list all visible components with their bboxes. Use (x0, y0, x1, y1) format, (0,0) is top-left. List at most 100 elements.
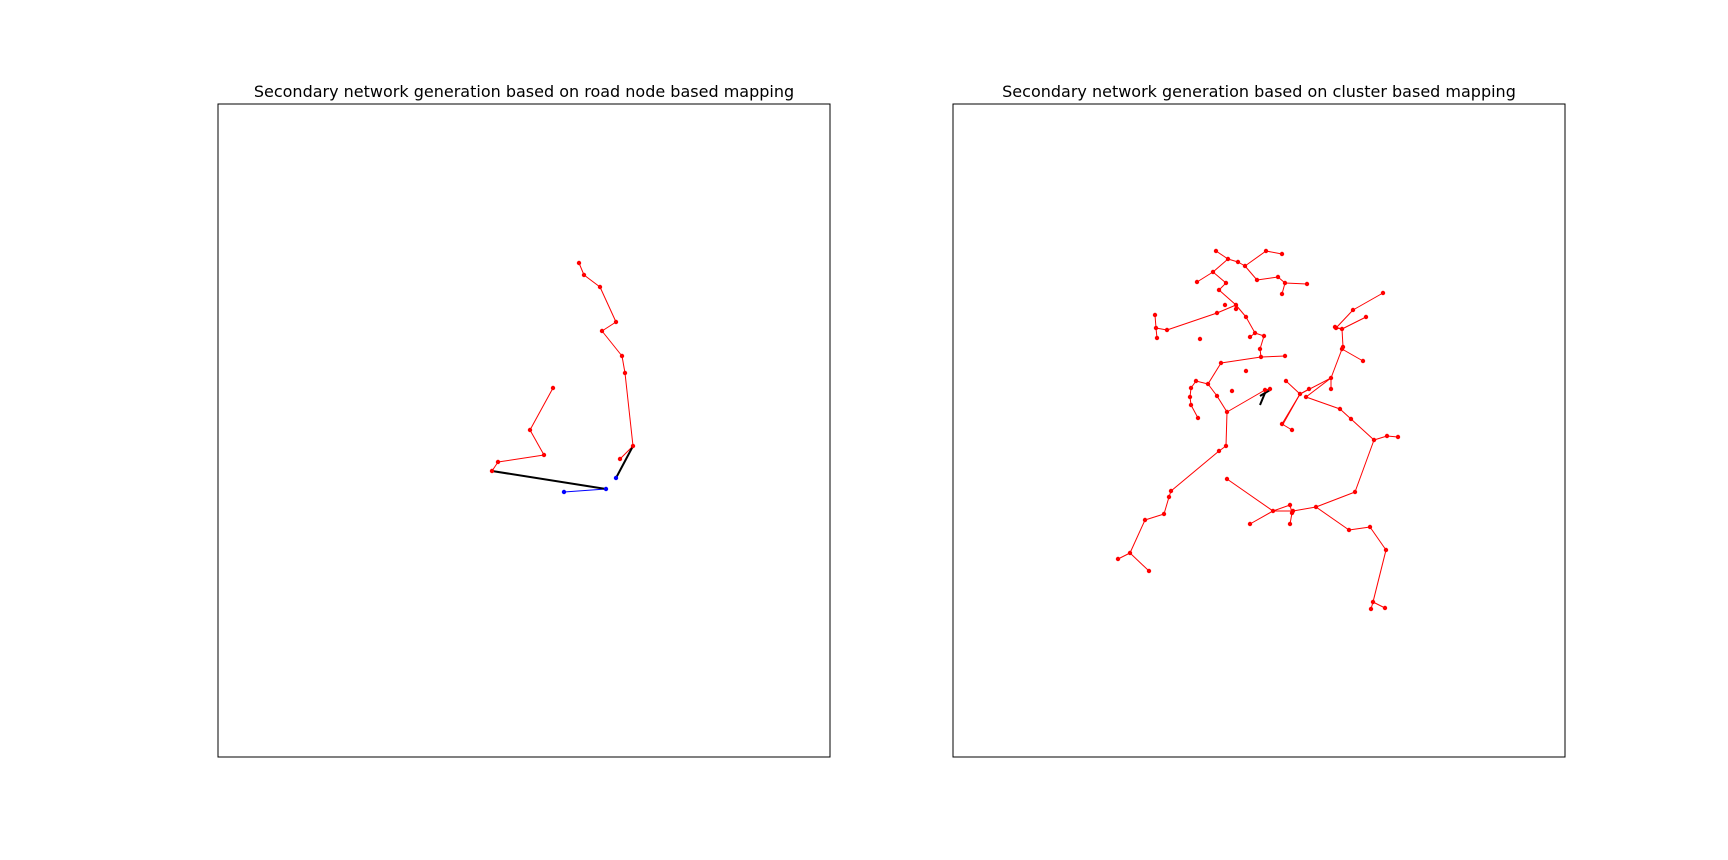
network-node (1242, 263, 1248, 269)
network-edge (1218, 289, 1237, 306)
network-node (1352, 489, 1358, 495)
network-node (1287, 521, 1293, 527)
network-node (1194, 279, 1200, 285)
network-node (1395, 434, 1401, 440)
network-edge (1249, 510, 1274, 525)
network-node (1262, 387, 1268, 393)
network-node (1193, 378, 1199, 384)
network-edge (1163, 496, 1170, 515)
network-node (541, 452, 547, 458)
network-edge (1215, 250, 1229, 260)
network-node (1210, 269, 1216, 275)
network-edge (1299, 377, 1332, 395)
network-node (1205, 381, 1211, 387)
network-edge (1235, 304, 1247, 318)
network-node (1127, 550, 1133, 556)
network-node (613, 475, 619, 481)
left-network-layer (489, 260, 636, 495)
network-node (1222, 302, 1228, 308)
network-edge (1352, 292, 1384, 311)
network-node (1187, 394, 1193, 400)
network-edge (1144, 513, 1165, 521)
network-node (1243, 368, 1249, 374)
network-node (1247, 334, 1253, 340)
network-edge (1315, 506, 1350, 531)
network-node (495, 459, 501, 465)
network-edge (1305, 396, 1341, 410)
network-node (1306, 386, 1312, 392)
network-edge (599, 286, 617, 323)
network-node (619, 353, 625, 359)
network-node (550, 385, 556, 391)
network-edge (1348, 526, 1371, 531)
network-edge (1341, 328, 1344, 348)
network-node (527, 427, 533, 433)
network-node (1223, 443, 1229, 449)
network-edge (1117, 552, 1131, 560)
network-edge (1190, 404, 1199, 419)
network-node (1267, 386, 1273, 392)
network-edge (1372, 549, 1387, 603)
network-node (613, 319, 619, 325)
network-edge (1245, 316, 1256, 334)
network-node (1188, 402, 1194, 408)
network-node (1197, 336, 1203, 342)
network-node (1368, 606, 1374, 612)
network-edge (497, 454, 545, 463)
network-edge (1292, 506, 1317, 512)
network-node (1195, 415, 1201, 421)
network-node (1218, 360, 1224, 366)
network-node (1164, 327, 1170, 333)
network-node (1279, 291, 1285, 297)
network-node (1289, 427, 1295, 433)
network-node (630, 443, 636, 449)
network-node (1223, 280, 1229, 286)
network-node (1258, 354, 1264, 360)
network-edge (1226, 478, 1274, 512)
right-plot-frame (952, 103, 1566, 758)
network-edge (621, 355, 626, 374)
network-edge (529, 387, 554, 431)
network-node (597, 284, 603, 290)
network-edge (1341, 348, 1364, 362)
right-network-layer (1115, 248, 1401, 612)
network-edge (1284, 282, 1308, 285)
network-edge (1272, 504, 1291, 512)
network-node (1382, 605, 1388, 611)
network-node (1367, 524, 1373, 530)
network-node (1283, 378, 1289, 384)
network-node (1216, 448, 1222, 454)
network-edge (1244, 250, 1267, 267)
network-node (1243, 314, 1249, 320)
network-edge (1265, 250, 1283, 255)
network-edge (491, 470, 607, 490)
network-node (1380, 290, 1386, 296)
network-edge (1260, 355, 1286, 358)
network-node (1214, 393, 1220, 399)
network-node (1216, 287, 1222, 293)
network-edge (1372, 601, 1386, 609)
network-node (1270, 508, 1276, 514)
network-node (1304, 281, 1310, 287)
network-edge (529, 429, 545, 456)
network-node (1115, 556, 1121, 562)
network-node (1287, 502, 1293, 508)
network-node (1247, 521, 1253, 527)
network-node (1328, 386, 1334, 392)
network-node (1224, 409, 1230, 415)
network-node (1297, 391, 1303, 397)
network-edge (1196, 271, 1214, 283)
network-edge (1256, 276, 1279, 281)
network-node (1233, 302, 1239, 308)
network-edge (615, 445, 634, 479)
network-node (1360, 358, 1366, 364)
network-node (1282, 280, 1288, 286)
right-panel-title: Secondary network generation based on cl… (1002, 82, 1516, 101)
network-node (1371, 437, 1377, 443)
network-node (1261, 333, 1267, 339)
network-edge (1259, 335, 1265, 350)
network-edge (601, 330, 623, 357)
network-edge (1207, 362, 1222, 385)
network-node (1282, 353, 1288, 359)
